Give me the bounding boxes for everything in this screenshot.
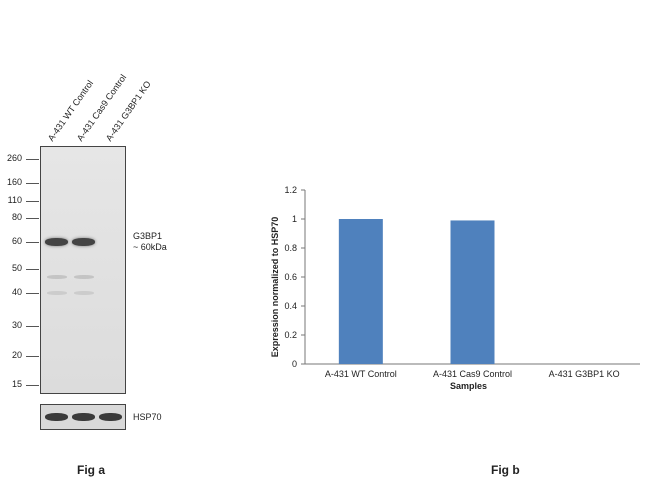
mw-tick — [26, 183, 39, 184]
g3bp1-band-wt — [45, 238, 68, 246]
y-tick-label: 1 — [292, 214, 297, 224]
y-axis-title: Expression normalized to HSP70 — [270, 217, 280, 358]
loading-control-blot — [40, 404, 126, 430]
mw-tick — [26, 242, 39, 243]
mw-tick — [26, 326, 39, 327]
hsp70-band-cas9 — [72, 413, 95, 421]
faint-band-wt — [47, 275, 67, 279]
fig-a-label: Fig a — [77, 463, 106, 477]
mw-tick — [26, 159, 39, 160]
y-tick-label: 0.2 — [284, 330, 297, 340]
mw-marker-60: 60 — [11, 236, 22, 246]
mw-tick — [26, 293, 39, 294]
bar-0 — [338, 219, 383, 364]
mw-tick — [26, 269, 39, 270]
mw-marker-260: 260 — [6, 153, 22, 163]
loading-control-label: HSP70 — [133, 412, 162, 422]
faint-band-cas9 — [74, 291, 94, 295]
faint-band-wt — [47, 291, 67, 295]
y-tick-label: 1.2 — [284, 185, 297, 195]
mw-tick — [26, 356, 39, 357]
x-axis-title: Samples — [450, 381, 487, 391]
x-category-label: A-431 G3BP1 KO — [549, 369, 620, 379]
mw-marker-50: 50 — [11, 263, 22, 273]
faint-band-cas9 — [74, 275, 94, 279]
mw-tick — [26, 218, 39, 219]
y-tick-label: 0 — [292, 359, 297, 369]
target-label-line1: G3BP1 — [133, 231, 163, 241]
g3bp1-band-cas9 — [72, 238, 95, 246]
mw-marker-15: 15 — [11, 379, 22, 389]
bar-1 — [450, 220, 495, 364]
fig-b-label: Fig b — [491, 463, 520, 477]
target-label-line2: ~ 60kDa — [133, 242, 167, 252]
y-tick-label: 0.6 — [284, 272, 297, 282]
mw-marker-160: 160 — [6, 177, 22, 187]
x-category-label: A-431 WT Control — [325, 369, 397, 379]
mw-marker-20: 20 — [11, 350, 22, 360]
y-tick-label: 0.4 — [284, 301, 297, 311]
mw-tick — [26, 201, 39, 202]
mw-tick — [26, 385, 39, 386]
mw-marker-30: 30 — [11, 320, 22, 330]
hsp70-band-wt — [45, 413, 68, 421]
y-tick-label: 0.8 — [284, 243, 297, 253]
hsp70-band-ko — [99, 413, 122, 421]
mw-marker-110: 110 — [7, 195, 22, 205]
mw-marker-40: 40 — [11, 287, 22, 297]
x-category-label: A-431 Cas9 Control — [433, 369, 512, 379]
blot-membrane — [40, 146, 126, 394]
mw-marker-80: 80 — [11, 212, 22, 222]
